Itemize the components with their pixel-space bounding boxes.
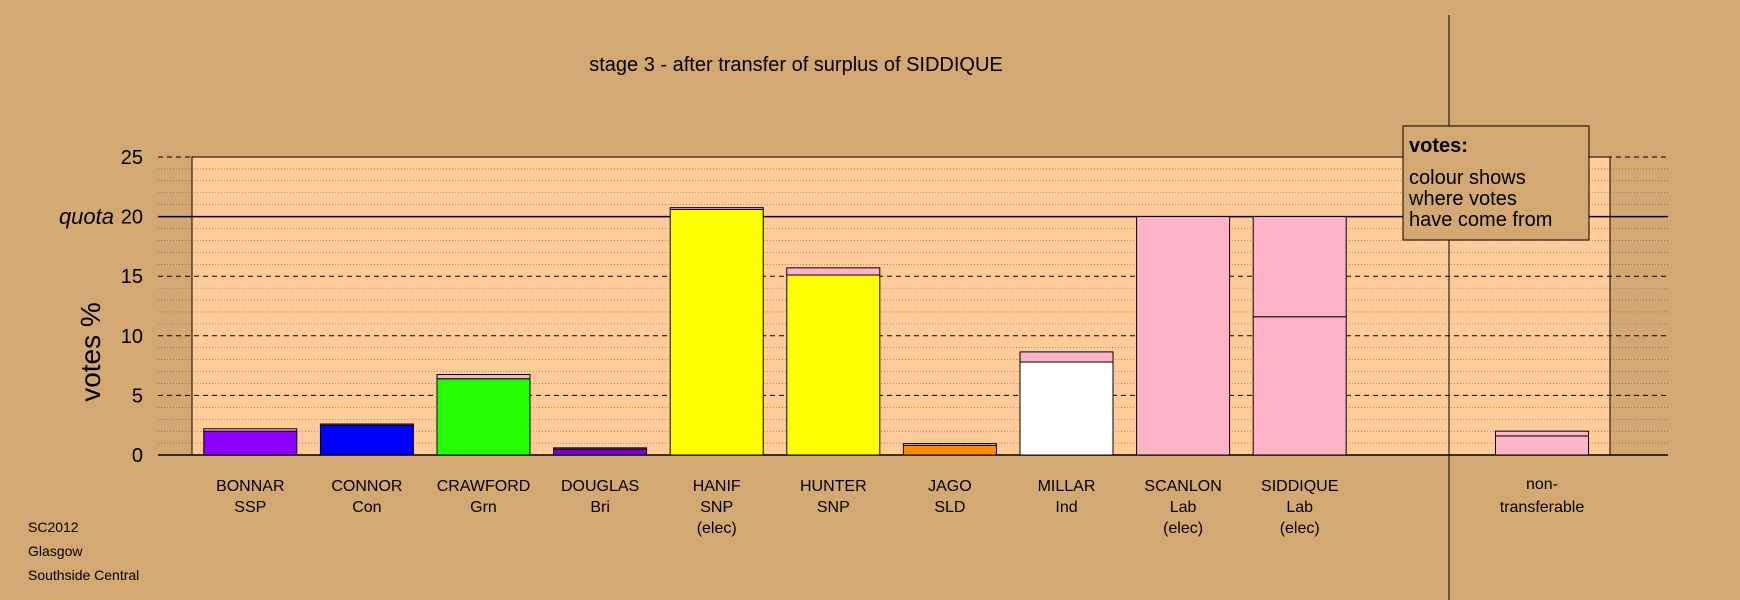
- y-tick-label: 20: [121, 207, 143, 229]
- y-tick-label: 10: [121, 326, 143, 348]
- bar-segment: [1495, 430, 1589, 437]
- legend-title: votes:: [1409, 135, 1468, 157]
- nontransferable-label: transferable: [1500, 499, 1585, 516]
- bar-segment: [1019, 351, 1114, 363]
- y-tick-label: 0: [132, 445, 143, 467]
- bar-segment: [1495, 435, 1589, 456]
- legend-box: [1402, 125, 1590, 241]
- candidate-name-label: DOUGLAS: [561, 478, 639, 495]
- bar-segment: [669, 207, 764, 210]
- candidate-name-label: BONNAR: [216, 478, 284, 495]
- nontransferable-label: non-: [1526, 476, 1558, 493]
- party-label: Lab: [1286, 499, 1313, 516]
- bar-segment: [786, 274, 881, 456]
- candidate-name-label: MILLAR: [1038, 478, 1096, 495]
- bar-segment: [436, 374, 531, 380]
- footer: SC2012 Glasgow Southside Central: [28, 519, 139, 583]
- candidate-name-label: CONNOR: [331, 478, 402, 495]
- party-label: Ind: [1055, 499, 1077, 516]
- quota-label: quota: [59, 204, 114, 229]
- party-label: SLD: [934, 499, 965, 516]
- legend-line-1: colour shows: [1409, 167, 1526, 189]
- y-tick-label: 5: [132, 385, 143, 407]
- bar-segment: [203, 428, 298, 432]
- footer-line-2: Glasgow: [28, 543, 83, 559]
- candidate-name-label: SCANLON: [1144, 478, 1221, 495]
- footer-line-3: Southside Central: [28, 567, 139, 583]
- legend: votes: colour shows where votes have com…: [1402, 125, 1590, 241]
- bar-segment: [319, 424, 414, 456]
- bar-segment: [553, 448, 648, 456]
- bar-segment: [1252, 216, 1347, 318]
- party-label: Grn: [470, 499, 497, 516]
- party-label: SSP: [234, 499, 266, 516]
- legend-line-2: where votes: [1408, 188, 1517, 210]
- bars: [203, 207, 1589, 456]
- bar-segment: [902, 443, 997, 446]
- candidate-name-label: CRAWFORD: [437, 478, 531, 495]
- y-tick-label: 15: [121, 266, 143, 288]
- elected-label: (elec): [1163, 520, 1203, 537]
- bar-segment: [203, 430, 298, 456]
- bar-segment: [902, 444, 997, 456]
- candidate-name-label: HUNTER: [800, 478, 867, 495]
- candidate-name-label: JAGO: [928, 478, 972, 495]
- y-axis-label: votes %: [75, 302, 106, 402]
- bar-segment: [436, 378, 531, 456]
- plot-background: [191, 156, 1611, 456]
- x-axis-labels: BONNAR SSP CONNOR Con CRAWFORD Grn DOUGLAS Bri H…: [216, 476, 1584, 537]
- legend-line-3: have come from: [1409, 209, 1552, 231]
- bar-segment: [1019, 361, 1114, 456]
- party-label: SNP: [700, 499, 733, 516]
- bar-segment: [1252, 316, 1347, 456]
- elected-label: (elec): [697, 520, 737, 537]
- party-label: Con: [352, 499, 381, 516]
- elected-label: (elec): [1280, 520, 1320, 537]
- y-axis: 0 5 10 15 20 25: [121, 147, 143, 467]
- footer-line-1: SC2012: [28, 519, 79, 535]
- candidate-name-label: HANIF: [693, 478, 741, 495]
- party-label: Lab: [1170, 499, 1197, 516]
- bar-segment: [1136, 216, 1231, 456]
- y-tick-label: 25: [121, 147, 143, 169]
- bar-segment: [553, 447, 648, 450]
- bar-segment: [669, 208, 764, 456]
- candidate-name-label: SIDDIQUE: [1261, 478, 1338, 495]
- chart-title: stage 3 - after transfer of surplus of S…: [589, 54, 1003, 76]
- party-label: Bri: [590, 499, 610, 516]
- bar-segment: [786, 267, 881, 276]
- party-label: SNP: [817, 499, 850, 516]
- bar-segment: [319, 423, 414, 426]
